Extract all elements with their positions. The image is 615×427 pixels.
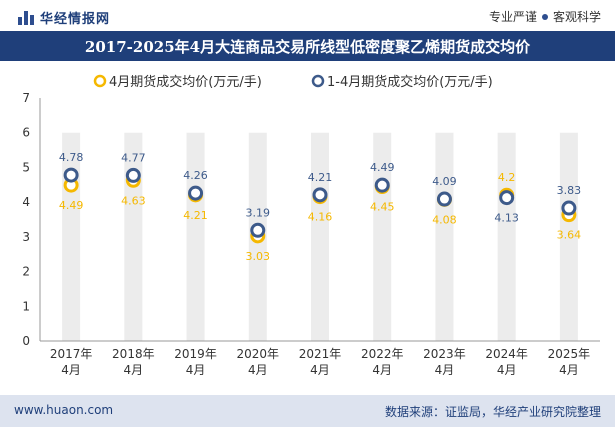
- data-point-series-2: [374, 177, 390, 193]
- x-tick-label-month: 4月: [372, 363, 392, 377]
- y-tick-label: 1: [22, 299, 30, 313]
- data-label-series-2: 4.26: [183, 169, 208, 182]
- legend-marker-2: [311, 74, 325, 88]
- data-label-series-1: 4.2: [498, 171, 516, 184]
- x-tick-label-month: 4月: [559, 363, 579, 377]
- x-tick-label-month: 4月: [435, 363, 455, 377]
- data-point-series-2: [436, 191, 452, 207]
- logo-bars-icon: [18, 10, 34, 25]
- background-bar: [311, 132, 329, 341]
- data-label-series-2: 3.83: [557, 184, 582, 197]
- data-label-series-1: 4.16: [308, 211, 333, 224]
- x-tick-label-month: 4月: [61, 363, 81, 377]
- chart-title: 2017-2025年4月大连商品交易所线型低密度聚乙烯期货成交均价: [84, 37, 531, 56]
- data-point-series-2: [125, 167, 141, 183]
- data-label-series-1: 4.45: [370, 201, 395, 214]
- tagline-dot-icon: [541, 13, 548, 20]
- y-axis: 0 1 2 3 4 5 6 7: [22, 91, 41, 348]
- tagline-right: 客观科学: [552, 10, 601, 24]
- x-tick-label-year: 2017年: [50, 347, 93, 361]
- data-label-series-1: 4.49: [59, 199, 84, 212]
- x-tick-label-year: 2024年: [485, 347, 528, 361]
- legend-label-1: 4月期货成交均价(万元/手): [109, 74, 262, 90]
- footer-bar: www.huaon.com 数据来源：证监局，华经产业研究院整理: [0, 395, 615, 427]
- brand-logo: 华经情报网: [18, 8, 110, 27]
- y-tick-label: 5: [22, 160, 30, 174]
- legend: 4月期货成交均价(万元/手) 1-4月期货成交均价(万元/手): [93, 74, 493, 90]
- series-markers: [63, 167, 577, 244]
- data-point-series-2: [561, 200, 577, 216]
- data-label-series-2: 4.78: [59, 151, 84, 164]
- legend-label-2: 1-4月期货成交均价(万元/手): [327, 74, 493, 90]
- x-tick-label-year: 2019年: [174, 347, 217, 361]
- data-label-series-1: 4.21: [183, 209, 208, 222]
- background-bar: [435, 132, 454, 341]
- data-point-series-2: [250, 222, 266, 238]
- data-label-series-1: 4.63: [121, 194, 146, 207]
- x-tick-label-month: 4月: [124, 363, 144, 377]
- data-label-series-2: 4.13: [494, 212, 519, 225]
- y-tick-label: 3: [22, 230, 30, 244]
- logo-text: 华经情报网: [40, 12, 111, 27]
- top-bar: 华经情报网 专业严谨 客观科学: [0, 0, 615, 30]
- legend-marker-1: [93, 74, 107, 88]
- line-chart: 4月期货成交均价(万元/手) 1-4月期货成交均价(万元/手) 01234567 …: [22, 74, 600, 377]
- x-axis: 2017年 4月 2018年 4月 2019年 4月 2020年 4月 2021年 4月 2022年…: [40, 340, 600, 377]
- y-tick-label: 2: [22, 265, 30, 279]
- x-tick-label-year: 2022年: [361, 347, 404, 361]
- title-bar: 2017-2025年4月大连商品交易所线型低密度聚乙烯期货成交均价: [0, 31, 615, 61]
- background-bar: [497, 132, 516, 341]
- background-bar: [186, 132, 205, 341]
- footer-website: www.huaon.com: [14, 403, 114, 417]
- data-label-series-2: 3.19: [246, 206, 271, 219]
- data-label-series-1: 3.03: [246, 250, 271, 263]
- data-label-series-2: 4.49: [370, 161, 395, 174]
- data-label-series-2: 4.21: [308, 171, 333, 184]
- tagline: 专业严谨 客观科学: [489, 8, 601, 25]
- x-tick-label-year: 2025年: [548, 347, 591, 361]
- data-label-series-2: 4.77: [121, 151, 146, 164]
- x-tick-label-month: 4月: [497, 363, 517, 377]
- y-tick-label: 0: [22, 334, 30, 348]
- data-label-series-2: 4.09: [432, 175, 457, 188]
- x-tick-label-year: 2020年: [237, 347, 280, 361]
- data-point-series-2: [63, 167, 79, 183]
- data-label-series-1: 4.08: [432, 213, 457, 226]
- data-label-series-1: 3.64: [557, 229, 582, 242]
- y-tick-label: 4: [22, 195, 30, 209]
- background-bar: [559, 132, 578, 341]
- y-tick-label: 6: [22, 126, 30, 140]
- x-tick-label-month: 4月: [248, 363, 268, 377]
- data-point-series-2: [188, 185, 204, 201]
- x-tick-label-year: 2021年: [299, 347, 342, 361]
- y-tick-label: 7: [22, 91, 30, 105]
- data-labels: 4.49 4.78 4.63 4.77 4.21 4.26 3.03 3.19 4.16 4.21…: [59, 151, 581, 263]
- x-tick-label-month: 4月: [186, 363, 206, 377]
- data-point-series-2: [499, 190, 515, 206]
- x-tick-label-year: 2023年: [423, 347, 466, 361]
- data-point-series-2: [312, 187, 328, 203]
- footer-source: 数据来源：证监局，华经产业研究院整理: [384, 405, 601, 419]
- x-tick-label-month: 4月: [310, 363, 330, 377]
- x-tick-label-year: 2018年: [112, 347, 155, 361]
- tagline-left: 专业严谨: [488, 10, 537, 24]
